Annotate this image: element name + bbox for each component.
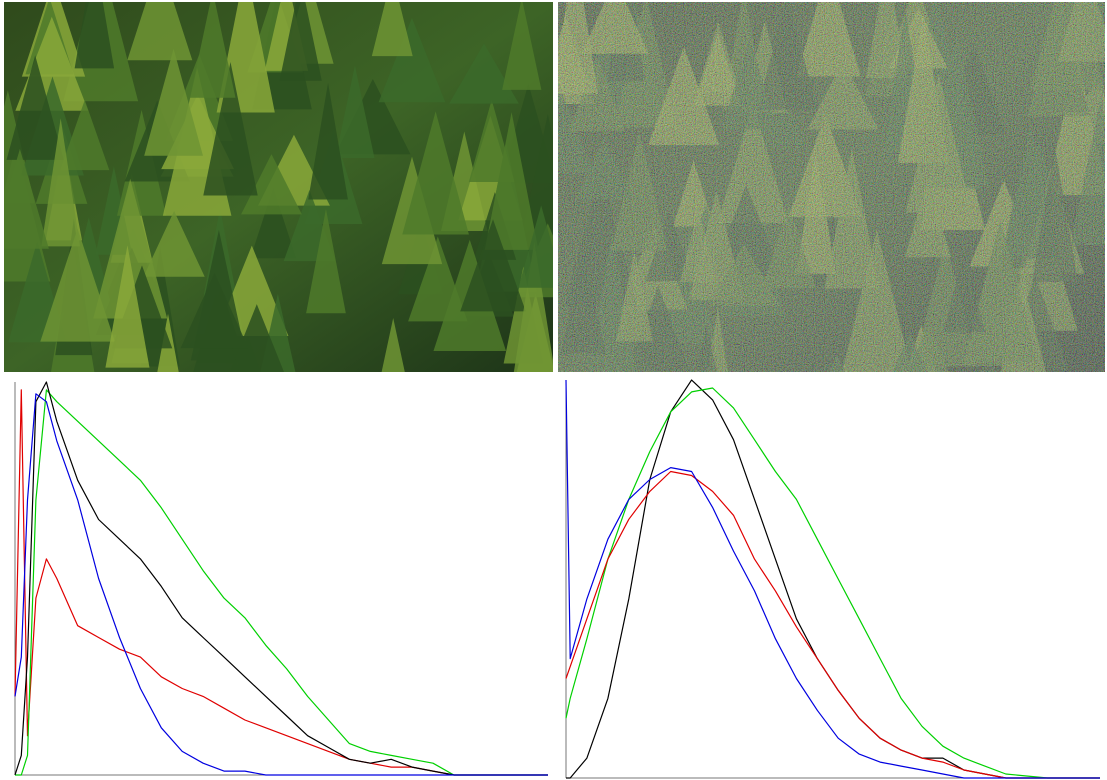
tree [105,245,150,368]
tree [41,118,81,247]
tree [308,82,348,200]
histogram-line [565,470,1100,779]
tree [180,272,249,349]
histogram-line [15,389,548,776]
tree [460,219,526,312]
histograms [14,379,1100,779]
tree [381,318,405,372]
tree [241,154,302,215]
original-photo [4,2,553,372]
tree [40,228,115,342]
tree [306,209,346,314]
tree [402,111,469,235]
tree [371,2,413,57]
tree [144,48,203,156]
tree [4,148,49,249]
histogram-line [565,387,1100,779]
histogram-line [14,381,548,776]
tree [518,205,553,288]
tree [74,2,115,69]
tree [60,99,110,171]
tree [229,304,284,372]
tree [127,2,193,61]
tree [468,99,515,183]
tree [335,65,375,158]
tree [513,241,553,372]
tree [378,17,446,103]
histogram-line [14,393,548,776]
histogram-line [566,379,1100,779]
tree [93,178,168,319]
noisy-photo [558,2,1105,372]
tree [250,187,297,259]
tree [189,2,236,98]
tree [502,2,542,90]
histogram-line [14,389,548,776]
tree [449,43,519,104]
tree [143,211,205,277]
noise [558,2,1105,372]
histogram-line [565,379,1100,779]
tree [279,2,322,81]
tree [203,61,258,196]
tree [6,55,64,160]
